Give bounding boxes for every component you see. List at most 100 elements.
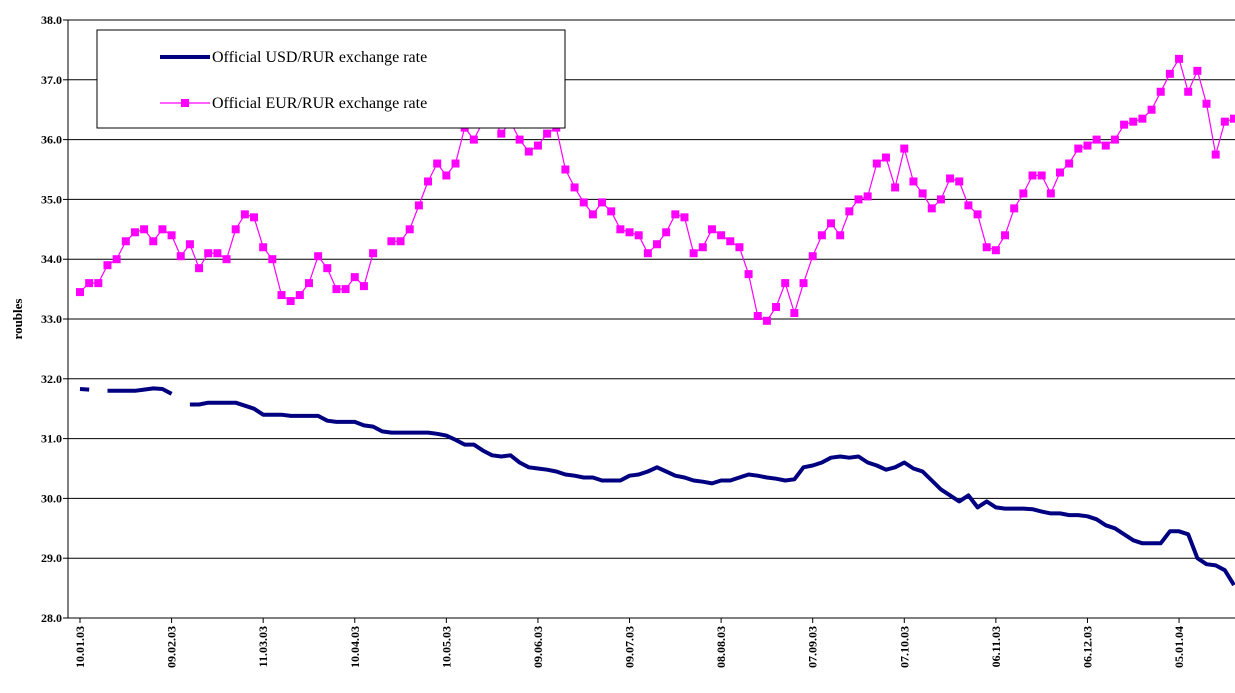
point-marker: [268, 255, 277, 264]
point-marker: [204, 249, 213, 258]
point-marker: [240, 210, 249, 219]
point-marker: [94, 279, 103, 288]
point-marker: [396, 237, 405, 246]
point-marker: [872, 159, 881, 168]
x-tick-label: 08.08.03: [714, 626, 728, 668]
point-marker: [524, 147, 533, 156]
point-marker: [304, 279, 313, 288]
point-marker: [653, 240, 661, 249]
point-marker: [1010, 204, 1019, 213]
point-marker: [1220, 117, 1229, 126]
x-tick-label: 05.01.04: [1172, 626, 1186, 668]
point-marker: [634, 231, 643, 240]
point-marker: [1138, 114, 1147, 123]
point-marker: [607, 207, 616, 216]
point-marker: [359, 282, 368, 291]
point-marker: [790, 309, 799, 318]
x-tick-label: 10.05.03: [439, 626, 453, 668]
point-marker: [250, 213, 259, 222]
point-marker: [1129, 117, 1138, 126]
y-tick-label: 29.0: [41, 551, 62, 565]
point-marker: [469, 135, 478, 144]
point-marker: [222, 255, 231, 264]
point-marker: [781, 279, 790, 288]
point-marker: [414, 201, 423, 210]
point-marker: [1230, 114, 1235, 123]
point-marker: [433, 159, 442, 168]
point-marker: [698, 243, 707, 252]
x-tick-label: 07.09.03: [806, 626, 820, 668]
point-marker: [616, 225, 625, 234]
point-marker: [332, 285, 341, 294]
point-marker: [936, 195, 945, 204]
y-tick-label: 33.0: [41, 312, 62, 326]
point-marker: [1211, 150, 1220, 159]
point-marker: [451, 159, 460, 168]
point-marker: [140, 225, 149, 234]
x-tick-label: 10.01.03: [73, 626, 87, 668]
x-tick-label: 09.06.03: [531, 626, 545, 668]
point-marker: [891, 183, 900, 192]
point-marker: [991, 246, 1000, 255]
point-marker: [625, 228, 634, 237]
point-marker: [341, 285, 350, 294]
point-marker: [845, 207, 854, 216]
point-marker: [85, 279, 94, 288]
series-line: [79, 386, 1235, 587]
point-marker: [881, 153, 890, 162]
y-axis-label: roubles: [10, 299, 25, 340]
point-marker: [707, 225, 716, 234]
point-marker: [973, 210, 982, 219]
x-tick-label: 06.11.03: [989, 626, 1003, 667]
point-marker: [1028, 171, 1037, 180]
point-marker: [1156, 87, 1165, 96]
point-marker: [927, 204, 936, 213]
point-marker: [130, 228, 139, 237]
legend-marker: [181, 99, 189, 107]
point-marker: [121, 237, 130, 246]
point-marker: [817, 231, 826, 240]
y-tick-label: 30.0: [41, 491, 62, 505]
point-marker: [744, 270, 753, 279]
point-marker: [836, 231, 845, 240]
point-marker: [561, 165, 570, 174]
point-marker: [112, 255, 121, 264]
point-marker: [827, 219, 836, 228]
point-marker: [1092, 135, 1101, 144]
point-marker: [588, 210, 597, 219]
point-marker: [1037, 171, 1046, 180]
point-marker: [726, 237, 735, 246]
point-marker: [1074, 144, 1083, 153]
point-marker: [1202, 99, 1211, 108]
point-marker: [1083, 141, 1092, 150]
point-marker: [570, 183, 579, 192]
point-marker: [772, 303, 781, 312]
point-marker: [167, 231, 176, 240]
point-marker: [643, 249, 652, 258]
point-marker: [543, 129, 552, 138]
point-marker: [955, 177, 964, 186]
x-tick-label: 09.07.03: [623, 626, 637, 668]
x-tick-label: 07.10.03: [897, 626, 911, 668]
x-tick-label: 11.03.03: [256, 626, 270, 667]
point-marker: [863, 192, 872, 201]
point-marker: [76, 288, 84, 297]
point-marker: [680, 213, 689, 222]
legend-label: Official USD/RUR exchange rate: [212, 49, 427, 66]
point-marker: [323, 264, 332, 273]
point-marker: [689, 249, 698, 258]
point-marker: [277, 291, 286, 300]
point-marker: [1193, 66, 1202, 75]
point-marker: [387, 237, 396, 246]
point-marker: [808, 252, 817, 261]
point-marker: [314, 252, 323, 261]
point-marker: [350, 273, 359, 282]
point-marker: [515, 135, 524, 144]
point-marker: [946, 174, 955, 183]
point-marker: [598, 198, 607, 207]
x-tick-label: 09.02.03: [165, 626, 179, 668]
point-marker: [909, 177, 918, 186]
point-marker: [735, 243, 744, 252]
point-marker: [497, 129, 506, 138]
point-marker: [1147, 105, 1156, 114]
